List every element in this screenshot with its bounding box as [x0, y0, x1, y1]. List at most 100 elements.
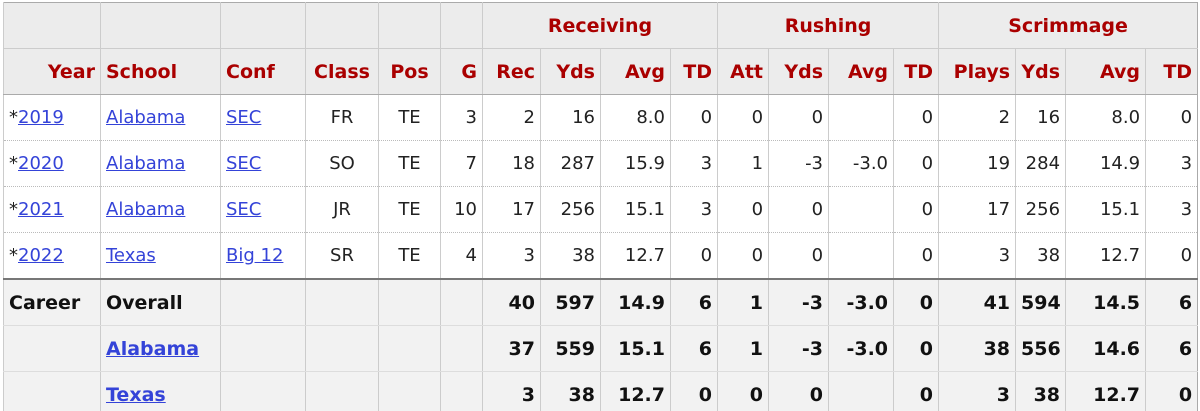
year-link[interactable]: 2022	[18, 245, 64, 266]
link[interactable]: Alabama	[106, 199, 186, 220]
cell: 594	[1015, 278, 1066, 326]
link[interactable]: SEC	[226, 107, 262, 128]
table-body: *2019 Alabama SEC FR TE 3 2 16 8.0 0 0 0 0 2 16 8.0 0 *20…	[3, 94, 1198, 280]
marker: *	[9, 153, 18, 174]
cell: 14.6	[1065, 325, 1146, 372]
column-header: TD	[893, 48, 939, 95]
link[interactable]: Texas	[106, 383, 166, 406]
cell: 0	[768, 186, 829, 233]
cell: -3.0	[828, 325, 894, 372]
cell	[220, 278, 306, 326]
cell: 7	[440, 140, 483, 187]
table-footer: Career Overall 40 597 14.9 6 1 -3 -3.0 0 41 594 14.5…	[3, 278, 1198, 411]
cell: 3	[482, 371, 541, 411]
cell: -3	[768, 325, 829, 372]
cell: 0	[893, 278, 939, 326]
marker: *	[9, 107, 18, 128]
cell: 16	[540, 94, 601, 141]
cell: 19	[938, 140, 1016, 187]
group-header: Receiving	[481, 2, 718, 49]
link[interactable]: Texas	[106, 245, 156, 266]
cell: 8.0	[600, 94, 671, 141]
cell: 0	[717, 232, 769, 280]
cell: 40	[482, 278, 541, 326]
cell: Alabama	[100, 325, 221, 372]
cell: -3.0	[828, 278, 894, 326]
cell: 0	[768, 232, 829, 280]
cell: 15.1	[600, 325, 671, 372]
blank	[378, 2, 441, 49]
cell: 18	[482, 140, 541, 187]
cell: FR	[305, 94, 379, 141]
link[interactable]: SEC	[226, 199, 262, 220]
link[interactable]: Big 12	[226, 245, 284, 266]
cell: -3	[768, 278, 829, 326]
column-header: Att	[717, 48, 769, 95]
link[interactable]: Alabama	[106, 337, 200, 360]
cell	[220, 325, 306, 372]
group-header-row: Receiving Rushing Scrimmage	[3, 2, 1198, 49]
cell: 3	[669, 140, 718, 187]
cell	[378, 278, 441, 326]
cell: 12.7	[600, 232, 671, 280]
cell: Big 12	[220, 232, 306, 280]
cell: 256	[540, 186, 601, 233]
cell	[305, 278, 379, 326]
cell	[440, 371, 483, 411]
cell: 0	[717, 371, 769, 411]
cell: 3	[669, 186, 718, 233]
cell: 0	[717, 186, 769, 233]
cell	[440, 325, 483, 372]
cell: 38	[1015, 371, 1066, 411]
cell: 14.5	[1065, 278, 1146, 326]
year-cell: *2020	[3, 140, 101, 187]
marker: *	[9, 199, 18, 220]
cell: 12.7	[600, 371, 671, 411]
cell: Texas	[100, 232, 221, 280]
link[interactable]: SEC	[226, 153, 262, 174]
column-header: School	[100, 48, 221, 95]
marker: *	[9, 245, 18, 266]
cell: 0	[669, 371, 718, 411]
blank	[440, 2, 483, 49]
cell: 3	[482, 232, 541, 280]
cell: 6	[1145, 278, 1198, 326]
column-header: Avg	[828, 48, 894, 95]
year-cell: *2022	[3, 232, 101, 280]
cell: 0	[768, 371, 829, 411]
summary-row: Alabama 37 559 15.1 6 1 -3 -3.0 0 38 556 14.6 6	[3, 325, 1198, 372]
cell	[3, 371, 101, 411]
column-header: Yds	[1015, 48, 1066, 95]
cell: 559	[540, 325, 601, 372]
cell: 3	[440, 94, 483, 141]
link[interactable]: Alabama	[106, 153, 186, 174]
cell: 556	[1015, 325, 1066, 372]
cell: 14.9	[600, 278, 671, 326]
cell: 16	[1015, 94, 1066, 141]
column-header: Avg	[1065, 48, 1146, 95]
year-link[interactable]: 2021	[18, 199, 64, 220]
cell	[305, 325, 379, 372]
cell: 3	[1145, 140, 1198, 187]
year-link[interactable]: 2020	[18, 153, 64, 174]
stats-table: Receiving Rushing Scrimmage Year School Co…	[3, 2, 1199, 411]
cell: 0	[717, 94, 769, 141]
column-header: Yds	[540, 48, 601, 95]
cell: 38	[938, 325, 1016, 372]
cell: 597	[540, 278, 601, 326]
cell: 0	[893, 371, 939, 411]
cell: 284	[1015, 140, 1066, 187]
cell: 41	[938, 278, 1016, 326]
cell: -3.0	[828, 140, 894, 187]
data-row: *2019 Alabama SEC FR TE 3 2 16 8.0 0 0 0 0 2 16 8.0 0	[3, 94, 1198, 141]
cell: 37	[482, 325, 541, 372]
cell: TE	[378, 140, 441, 187]
column-header: Year	[3, 48, 101, 95]
link[interactable]: Alabama	[106, 107, 186, 128]
cell: 8.0	[1065, 94, 1146, 141]
data-row: *2021 Alabama SEC JR TE 10 17 256 15.1 3 0 0 0 17 256 1…	[3, 186, 1198, 233]
column-header: Class	[305, 48, 379, 95]
cell	[378, 371, 441, 411]
cell: 10	[440, 186, 483, 233]
year-link[interactable]: 2019	[18, 107, 64, 128]
